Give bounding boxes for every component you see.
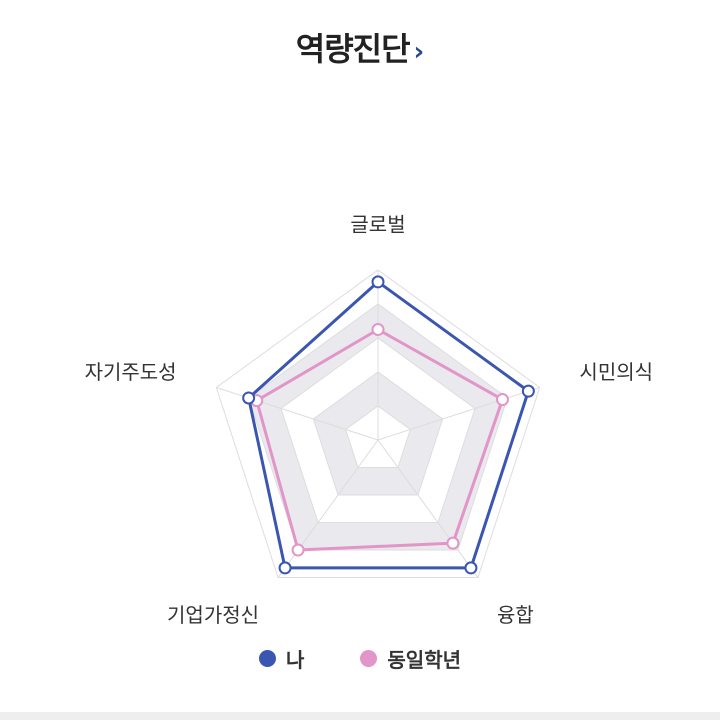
series-point-same-grade bbox=[446, 536, 460, 550]
series-point-me bbox=[464, 561, 478, 575]
series-line-same-grade bbox=[255, 328, 504, 552]
radar-series bbox=[242, 275, 535, 575]
legend-label-same-grade: 동일학년 bbox=[387, 648, 461, 672]
radar-grid bbox=[215, 269, 541, 579]
legend: 나 동일학년 bbox=[0, 644, 720, 673]
legend-dot-same-grade bbox=[360, 650, 378, 667]
legend-dot-me bbox=[258, 650, 276, 667]
legend-item-me[interactable]: 나 bbox=[258, 644, 305, 673]
series-point-same-grade bbox=[495, 393, 509, 407]
series-point-me bbox=[521, 384, 535, 398]
grid-spoke bbox=[377, 439, 479, 578]
series-line-me bbox=[247, 280, 530, 570]
bottom-divider bbox=[0, 712, 720, 720]
chart-header: 역량진단 › bbox=[0, 24, 720, 70]
axis-label: 시민의식 bbox=[579, 360, 653, 384]
chevron-right-icon[interactable]: › bbox=[413, 37, 425, 67]
axis-label: 융합 bbox=[497, 603, 534, 627]
series-point-me bbox=[242, 391, 256, 405]
legend-label-me: 나 bbox=[285, 648, 305, 672]
axis-label: 글로벌 bbox=[350, 213, 405, 237]
series-point-me bbox=[371, 275, 385, 289]
series-point-same-grade bbox=[371, 323, 385, 336]
series-point-me bbox=[278, 561, 292, 575]
axis-label: 자기주도성 bbox=[85, 360, 177, 384]
series-point-same-grade bbox=[291, 543, 305, 557]
axis-label: 기업가정신 bbox=[167, 603, 259, 627]
legend-item-same-grade[interactable]: 동일학년 bbox=[360, 644, 461, 673]
grid-spoke bbox=[377, 386, 540, 441]
page-title: 역량진단 bbox=[295, 30, 411, 68]
